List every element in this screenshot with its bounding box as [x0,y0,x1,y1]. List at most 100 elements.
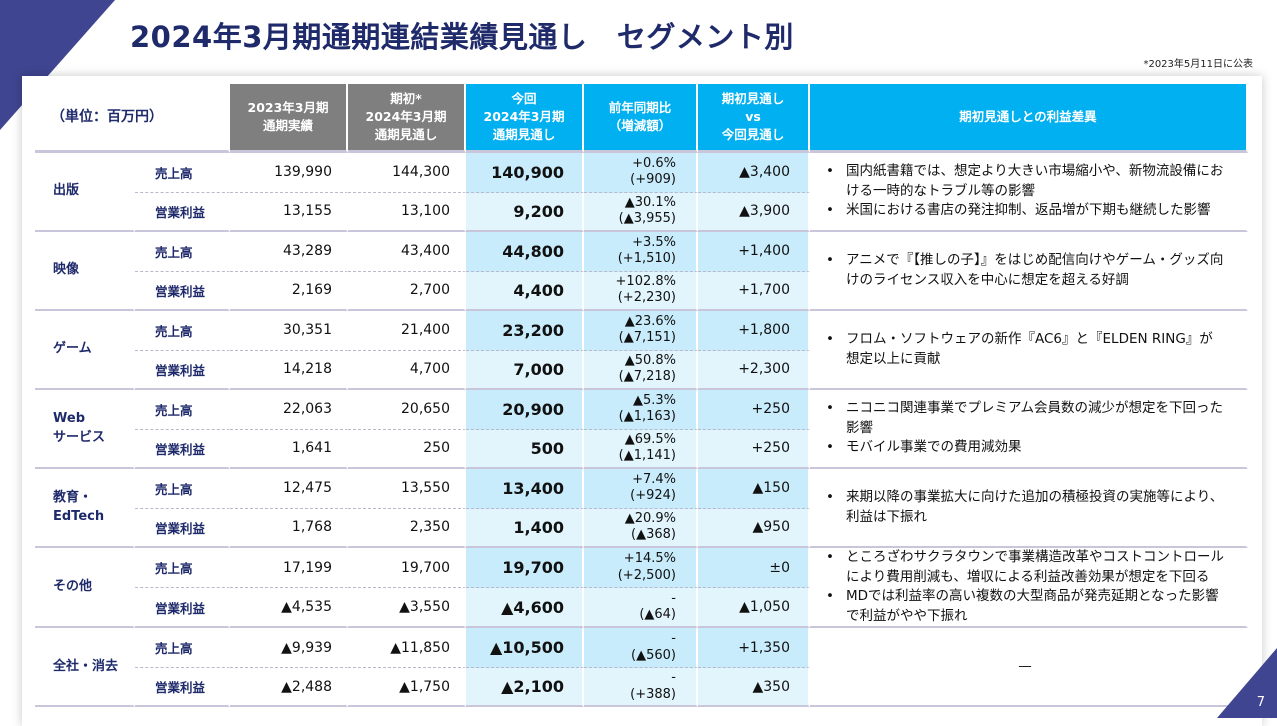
yoy-change: ▲50.8% (▲7,218) [584,350,698,390]
profit-variance-notes: ところざわサクラタウンで事業構造改革やコストコントロールにより費用削減も、増収に… [810,548,1248,629]
actual-value: ▲2,488 [230,667,348,708]
current-value: 19,700 [466,548,584,589]
initial-value: 13,550 [348,469,466,509]
yoy-percent: ▲50.8% [624,353,676,368]
table-row: 営業利益 1,768 2,350 1,400 ▲20.9% (▲368) ▲950 [35,508,1248,548]
yoy-amount: (+909) [630,172,676,188]
profit-variance-notes: 来期以降の事業拡大に向けた追加の積極投資の実施等により、利益は下振れ [810,469,1248,548]
table-row: Web サービス 売上高 22,063 20,650 20,900 ▲5.3% (▲1,163… [35,390,1248,469]
segment-name: 教育・ EdTech [35,469,135,548]
note-item: 来期以降の事業拡大に向けた追加の積極投資の実施等により、利益は下振れ [824,488,1226,527]
segment-forecast-table: （単位：百万円） 2023年3月期 通期実績 期初* 2024年3月期 通期見通し 今… [35,84,1248,708]
actual-value: ▲4,535 [230,588,348,629]
initial-value: ▲1,750 [348,667,466,708]
initial-vs-current: +1,800 [698,311,810,351]
col-header-initial: 期初* 2024年3月期 通期見通し [348,84,466,153]
actual-value: 22,063 [230,390,348,430]
initial-vs-current: +250 [698,390,810,430]
yoy-percent: ▲20.9% [624,511,676,526]
yoy-percent: ▲5.3% [632,393,676,408]
actual-value: 30,351 [230,311,348,351]
col-header-yoy: 前年同期比 （増減額） [584,84,698,153]
current-value: 1,400 [466,508,584,548]
header-line: 今回見通し [721,127,785,143]
profit-variance-notes: — [810,628,1248,708]
yoy-percent: - [671,631,676,647]
yoy-amount: (+2,230) [617,290,676,306]
yoy-change: - (▲560) [584,628,698,668]
header-line: 期初* [390,90,422,106]
current-value: ▲2,100 [466,667,584,708]
current-value: 4,400 [466,271,584,311]
yoy-percent: - [671,670,676,686]
notes-list: アニメで『【推しの子】』をはじめ配信向けやゲーム・グッズ向けのライセンス収入を中… [824,251,1226,290]
table-row: 営業利益 ▲4,535 ▲3,550 ▲4,600- (▲64) ▲1,050 [35,588,1248,629]
table-row: 営業利益 1,641 250 500 ▲69.5% (▲1,141) +250 [35,429,1248,469]
yoy-change: +102.8% (+2,230) [584,271,698,311]
initial-vs-current: ▲950 [698,508,810,548]
row-item-label: 売上高 [135,628,230,668]
segment-name: ゲーム [35,311,135,390]
yoy-change: ▲30.1% (▲3,955) [584,192,698,232]
actual-value: 2,169 [230,271,348,311]
table-row: 営業利益 14,218 4,700 7,000 ▲50.8% (▲7,218) +2,300 [35,350,1248,390]
note-item: ニコニコ関連事業でプレミアム会員数の減少が想定を下回った影響 [824,399,1226,438]
actual-value: 14,218 [230,350,348,390]
yoy-amount: (▲560) [631,647,676,663]
header-line: 通期実績 [262,118,313,133]
yoy-amount: (+388) [630,686,676,702]
initial-vs-current: +1,700 [698,271,810,311]
header-line: 通期見通し [374,127,438,143]
note-item: ところざわサクラタウンで事業構造改革やコストコントロールにより費用削減も、増収に… [824,548,1226,587]
yoy-percent: +7.4% [632,472,676,487]
note-item: 米国における書店の発注抑制、返品増が下期も継続した影響 [824,201,1226,221]
segment-name-line: ゲーム [53,341,92,357]
initial-value: 21,400 [348,311,466,351]
notes-list: フロム・ソフトウェアの新作『AC6』と『ELDEN RING』が想定以上に貢献 [824,330,1226,369]
row-item-label: 売上高 [135,390,230,430]
initial-value: 250 [348,429,466,469]
yoy-change: +3.5% (+1,510) [584,232,698,272]
yoy-change: - (+388) [584,667,698,708]
current-value: 23,200 [466,311,584,351]
header-line: 2024年3月期 [365,108,447,124]
initial-vs-current: ▲3,900 [698,192,810,232]
header-line: 2024年3月期 [483,108,565,124]
note-item: アニメで『【推しの子】』をはじめ配信向けやゲーム・グッズ向けのライセンス収入を中… [824,251,1226,290]
initial-value: 2,700 [348,271,466,311]
yoy-amount: (▲3,955) [618,211,676,227]
segment-name: 全社・消去 [35,628,135,708]
initial-value: 43,400 [348,232,466,272]
row-item-label: 営業利益 [135,192,230,232]
initial-value: ▲3,550 [348,588,466,629]
current-value: 44,800 [466,232,584,272]
header-line: 期初見通しとの利益差異 [959,108,1097,124]
header-line: 2023年3月期 [247,99,329,115]
yoy-percent: +0.6% [632,156,676,171]
row-item-label: 売上高 [135,311,230,351]
notes-list: 来期以降の事業拡大に向けた追加の積極投資の実施等により、利益は下振れ [824,488,1226,527]
current-value: 20,900 [466,390,584,430]
note-item: 国内紙書籍では、想定より大きい市場縮小や、新物流設備における一時的なトラブル等の… [824,162,1226,201]
initial-vs-current: ▲350 [698,667,810,708]
table-row: 営業利益 ▲2,488 ▲1,750 ▲2,100- (+388) ▲350 [35,667,1248,708]
yoy-percent: - [671,590,676,606]
initial-vs-current: +1,400 [698,232,810,272]
initial-value: ▲11,850 [348,628,466,668]
actual-value: 43,289 [230,232,348,272]
current-value: ▲10,500 [466,628,584,668]
yoy-change: ▲20.9% (▲368) [584,508,698,548]
table-row: 営業利益 2,169 2,700 4,400 +102.8% (+2,230) +1,700 [35,271,1248,311]
yoy-amount: (▲7,151) [618,330,676,346]
notes-list: ニコニコ関連事業でプレミアム会員数の減少が想定を下回った影響モバイル事業での費用… [824,399,1226,458]
row-item-label: 売上高 [135,232,230,272]
profit-variance-notes: アニメで『【推しの子】』をはじめ配信向けやゲーム・グッズ向けのライセンス収入を中… [810,232,1248,311]
note-item: フロム・ソフトウェアの新作『AC6』と『ELDEN RING』が想定以上に貢献 [824,330,1226,369]
current-value: 9,200 [466,192,584,232]
segment-name: 出版 [35,153,135,232]
col-header-vs: 期初見通し vs 今回見通し [698,84,810,153]
row-item-label: 営業利益 [135,350,230,390]
note-item: モバイル事業での費用減効果 [824,438,1226,458]
initial-value: 4,700 [348,350,466,390]
initial-vs-current: ±0 [698,548,810,589]
